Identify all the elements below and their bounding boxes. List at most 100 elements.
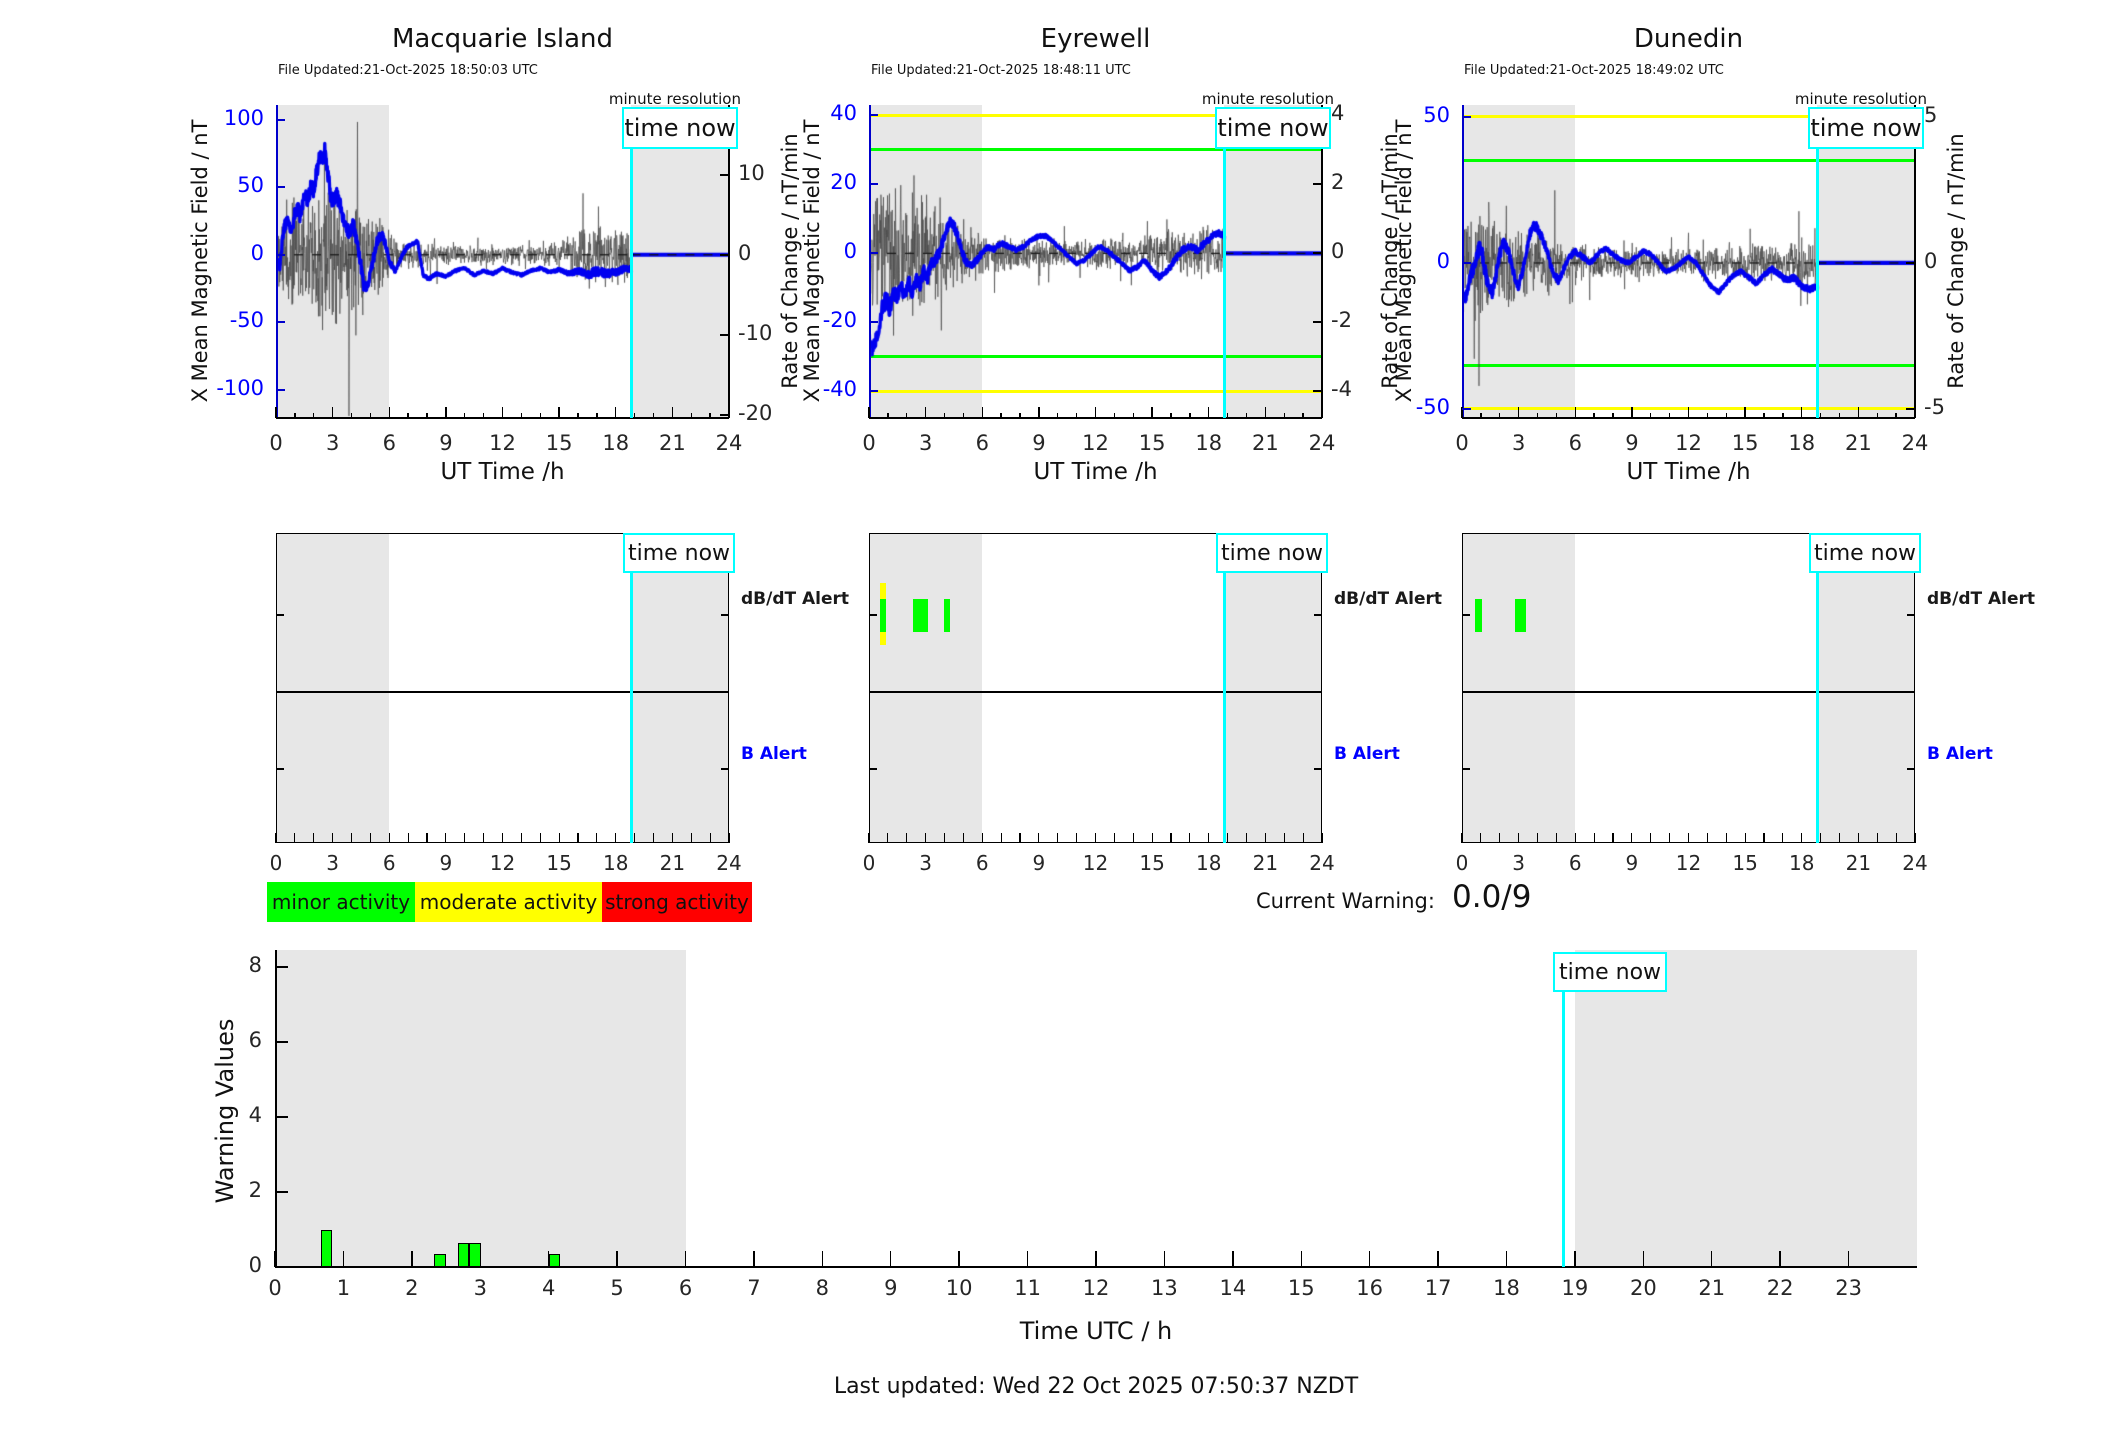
x-axis-label-dunedin: UT Time /h	[1626, 459, 1751, 485]
alert-x-tick	[1895, 833, 1897, 843]
alert-row-tick	[869, 768, 877, 770]
warning-x-tick	[1095, 1251, 1097, 1267]
x-tick	[652, 413, 655, 418]
alert-x-tick	[350, 833, 353, 843]
warning-bar	[457, 1242, 470, 1267]
alert-x-tick	[483, 833, 485, 843]
x-tick-label: 9	[1625, 431, 1639, 455]
y-tick-left	[276, 118, 285, 121]
alert-x-tick	[868, 833, 870, 843]
x-tick	[558, 407, 560, 418]
x-tick-label: 12	[1082, 431, 1109, 455]
x-tick	[690, 413, 692, 418]
alert-x-tick	[943, 833, 946, 843]
legend-minor-activity: minor activity	[267, 882, 415, 922]
time-now-box-plot-macquarie: time now	[622, 107, 738, 149]
y-tick-left	[1462, 407, 1471, 410]
alert-x-tick	[1113, 833, 1115, 843]
alert-x-tick-label: 24	[1309, 851, 1335, 875]
x-tick-label: 21	[1845, 431, 1872, 455]
alert-x-tick	[1208, 833, 1210, 843]
alert-x-tick-label: 15	[546, 851, 572, 875]
y-axis-right-spine	[1321, 105, 1323, 418]
x-tick	[1725, 413, 1727, 418]
warning-y-tick	[275, 1041, 288, 1043]
time-now-line-plot	[1222, 149, 1226, 418]
warning-x-tick	[1711, 1251, 1713, 1267]
x-tick	[1113, 413, 1116, 418]
warning-y-tick	[275, 1266, 288, 1268]
alert-x-tick	[981, 833, 983, 843]
x-tick	[445, 407, 447, 418]
alert-panel-midline	[276, 691, 729, 693]
warning-x-tick-label: 8	[815, 1276, 830, 1300]
x-tick	[1189, 413, 1191, 418]
x-tick	[464, 413, 466, 418]
alert-row-tick	[1907, 768, 1915, 770]
alert-x-tick	[1038, 833, 1040, 843]
y-axis-right-spine	[728, 105, 730, 418]
warning-y-tick-label: 0	[248, 1253, 262, 1277]
magnetometer-plot-canvas-macquarie-island	[276, 105, 729, 418]
alert-x-tick	[1612, 833, 1614, 843]
y-tick-left	[869, 252, 878, 255]
alert-x-tick	[887, 833, 889, 843]
alert-x-tick	[1302, 833, 1304, 843]
alert-x-tick-label: 9	[1625, 851, 1639, 875]
warning-x-tick	[411, 1251, 413, 1267]
x-tick	[1245, 413, 1248, 418]
y-tick-label-right: -2	[1331, 308, 1352, 333]
minute-resolution-label: minute resolution	[1794, 90, 1927, 108]
legend-moderate-activity: moderate activity	[415, 882, 602, 922]
alert-x-tick	[596, 833, 598, 843]
x-tick	[1208, 407, 1210, 418]
time-now-label: time now	[1217, 114, 1329, 142]
alert-bar	[943, 599, 951, 632]
warning-x-tick-label: 5	[610, 1276, 624, 1300]
x-tick	[1094, 407, 1097, 418]
x-tick	[1650, 413, 1652, 418]
warning-y-tick	[275, 1116, 288, 1118]
warning-x-tick	[958, 1251, 960, 1267]
alert-x-tick	[369, 833, 371, 843]
alert-x-tick	[1857, 833, 1859, 843]
alert-x-tick	[728, 833, 730, 843]
warning-x-tick	[616, 1251, 618, 1267]
warning-x-tick-label: 14	[1219, 1276, 1247, 1300]
alert-x-tick	[1076, 833, 1078, 843]
alert-bar	[879, 599, 887, 632]
time-now-label: time now	[627, 540, 731, 566]
x-tick	[482, 413, 485, 418]
x-tick-label: 21	[1252, 431, 1279, 455]
warning-x-tick	[684, 1251, 687, 1267]
warning-y-tick-label: 8	[248, 953, 262, 977]
warning-x-tick	[1026, 1251, 1029, 1267]
alert-x-tick-label: 6	[1568, 851, 1582, 875]
alert-x-tick	[313, 833, 315, 843]
y-tick-right	[1313, 390, 1322, 393]
x-tick-label: 24	[1901, 431, 1929, 455]
time-now-line-plot	[1815, 149, 1819, 418]
time-now-label: time now	[1558, 959, 1662, 985]
warning-y-tick-label: 2	[248, 1178, 262, 1202]
y-tick-right	[720, 333, 729, 336]
alert-panel-box	[869, 533, 1322, 843]
alert-x-tick-label: 18	[1789, 851, 1815, 875]
x-tick-label: 6	[1568, 431, 1582, 455]
warning-x-tick	[821, 1251, 824, 1267]
alert-x-tick-label: 6	[382, 851, 396, 875]
alert-x-tick	[1000, 833, 1002, 843]
alert-x-tick	[1151, 833, 1153, 843]
warning-x-tick-label: 7	[747, 1276, 761, 1300]
alert-x-tick-label: 12	[1082, 851, 1109, 875]
legend-strong-label: strong activity	[605, 890, 749, 914]
alert-row-tick	[276, 614, 284, 616]
alert-x-tick	[1801, 833, 1803, 843]
y-tick-label-right: -20	[738, 400, 773, 425]
alert-row-tick	[1462, 614, 1470, 616]
alert-x-tick	[1669, 833, 1671, 843]
warning-x-tick-label: 1	[336, 1276, 351, 1300]
x-tick	[1801, 407, 1803, 418]
legend-minor-label: minor activity	[271, 890, 411, 914]
x-tick	[1057, 413, 1059, 418]
